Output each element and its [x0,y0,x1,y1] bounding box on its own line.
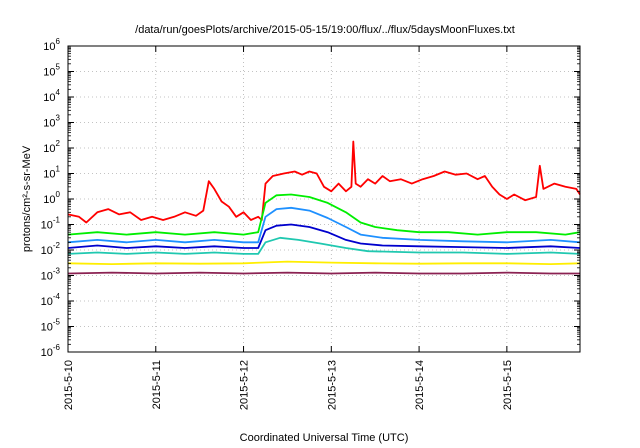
chart-title: /data/run/goesPlots/archive/2015-05-15/1… [135,24,515,36]
x-tick-labels: 2015-5-10 2015-5-11 2015-5-12 2015-5-13 2015… [63,360,514,410]
y-tick-label: 10-6 [41,343,61,359]
y-tick-label: 100 [43,190,60,206]
y-tick-label: 10-5 [41,318,61,334]
series-line-1 [67,140,581,224]
x-axis-label: Coordinated Universal Time (UTC) [240,432,409,444]
y-axis-label: protons/cm²-s-sr-MeV [21,145,33,252]
y-tick-label: 101 [43,165,60,181]
ticks [67,45,580,353]
y-tick-label: 10-4 [41,292,61,308]
y-tick-label: 10-3 [41,267,61,283]
y-tick-label: 10-1 [41,216,61,232]
x-tick-label: 2015-5-13 [326,360,338,410]
y-tick-label: 105 [43,63,60,79]
x-tick-label: 2015-5-12 [239,360,251,410]
y-tick-labels: 10-6 10-5 10-4 10-3 10-2 10-1 100 101 102 103 104 1… [41,37,61,359]
x-tick-label: 2015-5-10 [63,360,75,410]
x-tick-label: 2015-5-15 [502,360,514,410]
series-line-3 [67,206,581,244]
y-tick-label: 10-2 [41,241,61,257]
series-line-5 [67,236,581,255]
series-group [67,140,581,275]
series-line-6 [67,260,581,266]
series-line-2 [67,193,581,236]
x-tick-label: 2015-5-14 [414,360,426,410]
y-tick-label: 104 [43,88,60,104]
y-tick-label: 103 [43,114,60,130]
y-tick-label: 102 [43,139,60,155]
series-line-4 [67,223,581,249]
series-line-7 [67,271,580,275]
y-tick-label: 106 [43,37,60,53]
x-tick-label: 2015-5-11 [151,360,163,409]
